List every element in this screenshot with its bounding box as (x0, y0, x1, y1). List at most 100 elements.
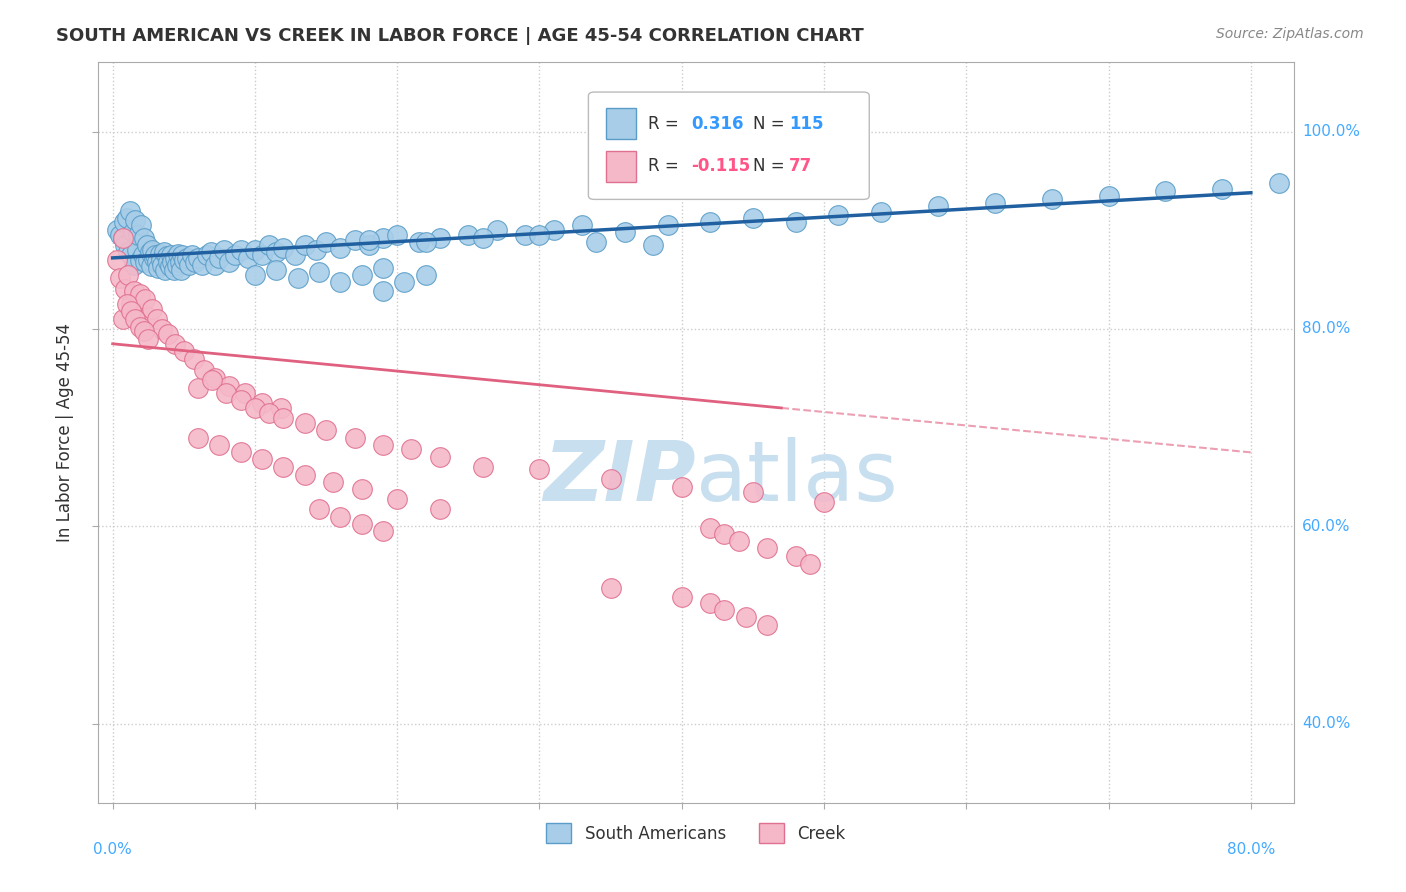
Point (120, 304, 142, 318)
Point (713, 527, 735, 541)
Point (1268, 176, 1291, 190)
FancyBboxPatch shape (606, 151, 637, 182)
Point (204, 258, 226, 272)
Point (150, 252, 173, 267)
Point (371, 524, 394, 539)
Point (138, 244, 160, 259)
Point (136, 252, 159, 267)
Point (415, 268, 437, 282)
Point (343, 431, 366, 445)
Point (121, 225, 143, 239)
Point (125, 302, 148, 317)
Point (170, 262, 193, 277)
Point (870, 205, 893, 219)
Point (195, 248, 218, 262)
Point (152, 322, 174, 336)
Point (1324, 174, 1347, 188)
Text: N =: N = (754, 115, 785, 133)
Point (671, 591, 693, 605)
Point (218, 255, 240, 269)
Point (160, 248, 183, 262)
Point (128, 320, 150, 334)
Point (115, 211, 138, 226)
Point (264, 262, 287, 277)
Point (149, 247, 172, 261)
Point (176, 251, 198, 265)
Point (585, 235, 607, 249)
Point (657, 219, 679, 233)
Point (172, 248, 194, 262)
Point (243, 243, 266, 257)
Point (270, 401, 292, 415)
Point (141, 243, 163, 257)
Point (208, 251, 231, 265)
Point (243, 401, 266, 415)
Point (599, 472, 621, 486)
Point (543, 223, 565, 237)
Text: 0.0%: 0.0% (93, 842, 132, 856)
Point (132, 324, 155, 338)
Point (429, 501, 451, 516)
Point (408, 235, 430, 249)
Point (471, 460, 494, 475)
Point (233, 386, 256, 401)
Point (401, 442, 423, 457)
Point (163, 262, 186, 277)
Point (357, 233, 380, 247)
Point (112, 215, 135, 229)
Point (165, 336, 187, 351)
Point (139, 259, 162, 273)
Point (273, 460, 295, 475)
Point (315, 235, 337, 249)
Point (229, 392, 252, 407)
Point (571, 219, 593, 233)
Point (927, 198, 949, 212)
Text: 60.0%: 60.0% (1302, 519, 1350, 534)
Point (117, 268, 139, 282)
Point (183, 351, 205, 366)
Point (128, 287, 150, 301)
Point (156, 249, 179, 263)
Point (105, 223, 128, 237)
Point (155, 262, 177, 277)
Point (165, 251, 187, 265)
Point (1382, 169, 1405, 183)
Point (429, 450, 451, 465)
Text: atlas: atlas (696, 436, 897, 517)
Point (114, 238, 136, 252)
Point (308, 501, 330, 516)
Point (329, 509, 352, 524)
Point (529, 228, 551, 243)
Point (264, 244, 287, 259)
Point (1154, 184, 1177, 198)
Point (350, 482, 373, 496)
Point (305, 243, 328, 257)
Text: Source: ZipAtlas.com: Source: ZipAtlas.com (1216, 27, 1364, 41)
Point (157, 326, 180, 341)
Point (250, 396, 273, 410)
Point (157, 255, 180, 269)
Point (471, 231, 494, 245)
Point (485, 223, 508, 237)
Text: 40.0%: 40.0% (1302, 716, 1350, 731)
Point (125, 243, 148, 257)
Text: 80.0%: 80.0% (1302, 321, 1350, 336)
Point (181, 248, 204, 262)
Point (173, 343, 195, 358)
Point (131, 307, 153, 321)
Text: R =: R = (648, 157, 679, 175)
Point (357, 238, 380, 252)
Point (179, 258, 201, 272)
Point (671, 480, 693, 494)
Point (131, 248, 153, 262)
Point (243, 268, 266, 282)
Point (294, 238, 316, 252)
Text: 0.316: 0.316 (692, 115, 744, 133)
Point (741, 484, 763, 499)
Point (229, 243, 252, 257)
Point (143, 248, 166, 262)
Point (699, 596, 721, 610)
Point (204, 371, 226, 385)
Point (756, 618, 779, 632)
Point (385, 228, 409, 243)
